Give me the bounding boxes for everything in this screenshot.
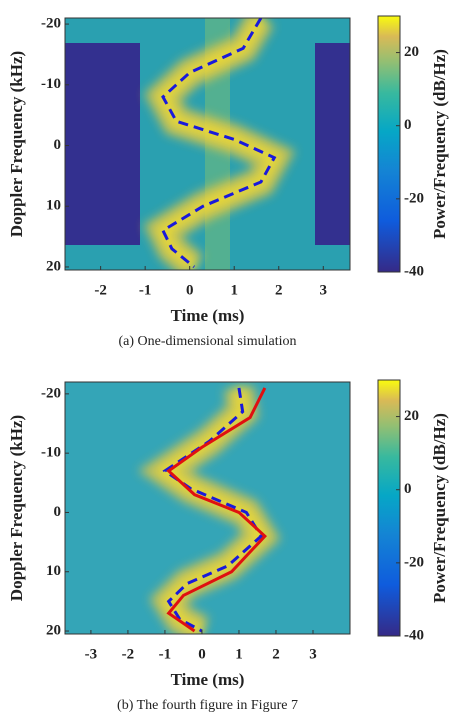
x-tick-label: 3 [320,282,328,298]
curve [166,387,268,633]
y-tick-label: -10 [41,76,61,92]
curve [161,18,277,269]
x-tick-label: -1 [139,282,152,298]
x-axis-label: Time (ms) [171,670,245,689]
colorbar-label: Power/Frequency (dB/Hz) [430,49,449,239]
caption: (a) One-dimensional simulation [118,334,296,349]
colorbar [377,379,401,637]
colorbar-tick-label: 20 [404,408,419,424]
x-tick-label: -1 [159,646,172,662]
background [65,43,140,245]
x-tick-label: 0 [198,646,206,662]
x-tick-label: -2 [122,646,135,662]
y-tick-label: -20 [41,385,61,401]
background [315,43,350,245]
colorbar-tick-label: -40 [404,263,424,279]
plot-frame [64,17,351,271]
y-axis-label: Doppler Frequency (kHz) [7,51,26,237]
y-tick-label: 10 [46,198,61,214]
y-axis-label: Doppler Frequency (kHz) [7,415,26,601]
x-tick-label: 2 [275,282,283,298]
x-axis-label: Time (ms) [171,306,245,325]
colorbar-tick-label: -40 [404,627,424,643]
colorbar-tick-label: 20 [404,44,419,60]
colorbar-tick-label: 0 [404,481,412,497]
plot-area [65,18,350,270]
plot-frame [64,381,351,635]
colorbar-tick-label: -20 [404,554,424,570]
y-tick-label: -20 [41,16,61,32]
colorbar-tick-label: 0 [404,117,412,133]
y-tick-label: 0 [54,137,62,153]
x-tick-label: 0 [186,282,194,298]
colorbar-label: Power/Frequency (dB/Hz) [430,413,449,603]
y-tick-label: 20 [46,258,61,274]
x-tick-label: 1 [235,646,243,662]
y-tick-label: 0 [54,504,62,520]
x-tick-label: 2 [272,646,280,662]
x-tick-label: -2 [94,282,107,298]
x-tick-label: -3 [85,646,98,662]
y-tick-label: 10 [46,563,61,579]
x-tick-label: 3 [309,646,317,662]
x-tick-label: 1 [230,282,238,298]
y-tick-label: 20 [46,622,61,638]
colorbar-tick-label: -20 [404,190,424,206]
caption: (b) The fourth figure in Figure 7 [117,698,298,713]
y-tick-label: -10 [41,445,61,461]
colorbar [377,15,401,273]
plot-area [65,382,350,634]
